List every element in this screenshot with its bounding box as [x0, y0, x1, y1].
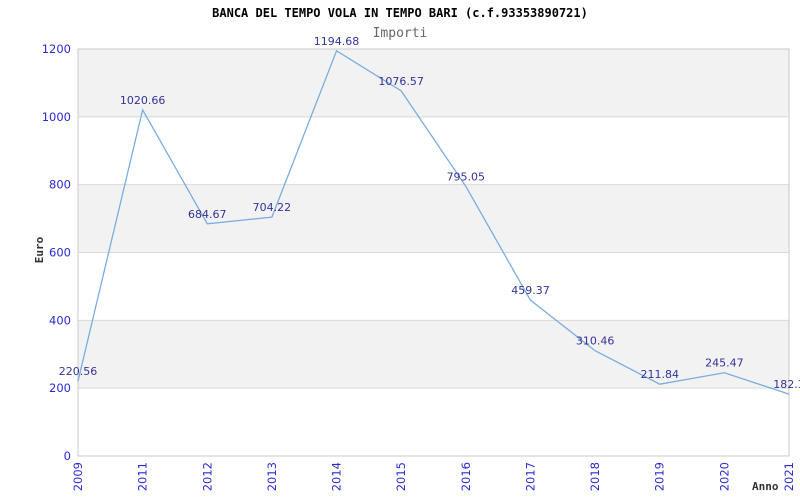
- data-point-label: 795.05: [447, 170, 486, 183]
- x-tick-label: 2013: [265, 462, 279, 491]
- data-point-label: 1194.68: [314, 35, 360, 48]
- series-line-importi: [77, 49, 790, 395]
- x-tick-label: 2012: [200, 462, 214, 491]
- y-axis-title: Euro: [33, 236, 46, 264]
- plot-band: [78, 252, 789, 321]
- data-point-label: 1020.66: [120, 94, 166, 107]
- data-point-label: 182.3: [773, 378, 800, 391]
- y-tick-label: 600: [49, 246, 71, 260]
- y-tick-label: 400: [49, 313, 71, 327]
- plot-band: [78, 49, 789, 117]
- data-point-label: 1076.57: [378, 75, 424, 88]
- x-tick-label: 2016: [459, 462, 473, 491]
- x-tick-label: 2019: [653, 462, 667, 491]
- x-tick-label: 2020: [717, 462, 731, 491]
- x-tick-label: 2011: [136, 462, 150, 491]
- x-tick-label: 2021: [782, 462, 796, 491]
- data-point-label: 459.37: [511, 284, 550, 297]
- x-tick-label: 2018: [588, 462, 602, 491]
- data-point-label: 211.84: [640, 368, 679, 381]
- data-point-label: 245.47: [705, 357, 744, 370]
- y-tick-label: 800: [49, 178, 71, 192]
- x-tick-label: 2015: [394, 462, 408, 491]
- data-point-label: 684.67: [188, 208, 227, 221]
- x-tick-label: 2017: [523, 462, 537, 491]
- plot-band: [78, 388, 789, 456]
- plot-band: [78, 320, 789, 389]
- plot-band: [78, 184, 789, 253]
- chart-title: BANCA DEL TEMPO VOLA IN TEMPO BARI (c.f.…: [212, 6, 588, 20]
- data-point-label: 704.22: [253, 201, 292, 214]
- plot-band: [78, 116, 789, 185]
- legend-importi: Importi: [372, 26, 428, 41]
- data-point-label: 220.56: [59, 365, 98, 378]
- y-tick-label: 1200: [42, 42, 71, 56]
- data-point-label: 310.46: [576, 335, 615, 348]
- y-tick-label: 200: [49, 381, 71, 395]
- y-tick-label: 1000: [42, 110, 71, 124]
- plot-border: [77, 48, 790, 457]
- x-tick-label: 2009: [71, 462, 85, 491]
- x-axis-title: Anno: [752, 480, 779, 493]
- y-tick-label: 0: [64, 449, 71, 463]
- x-tick-label: 2014: [330, 462, 344, 491]
